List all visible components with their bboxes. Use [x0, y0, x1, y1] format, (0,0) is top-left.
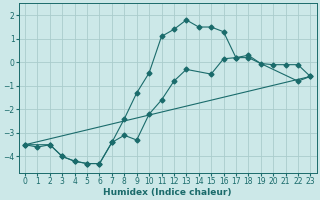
X-axis label: Humidex (Indice chaleur): Humidex (Indice chaleur): [103, 188, 232, 197]
